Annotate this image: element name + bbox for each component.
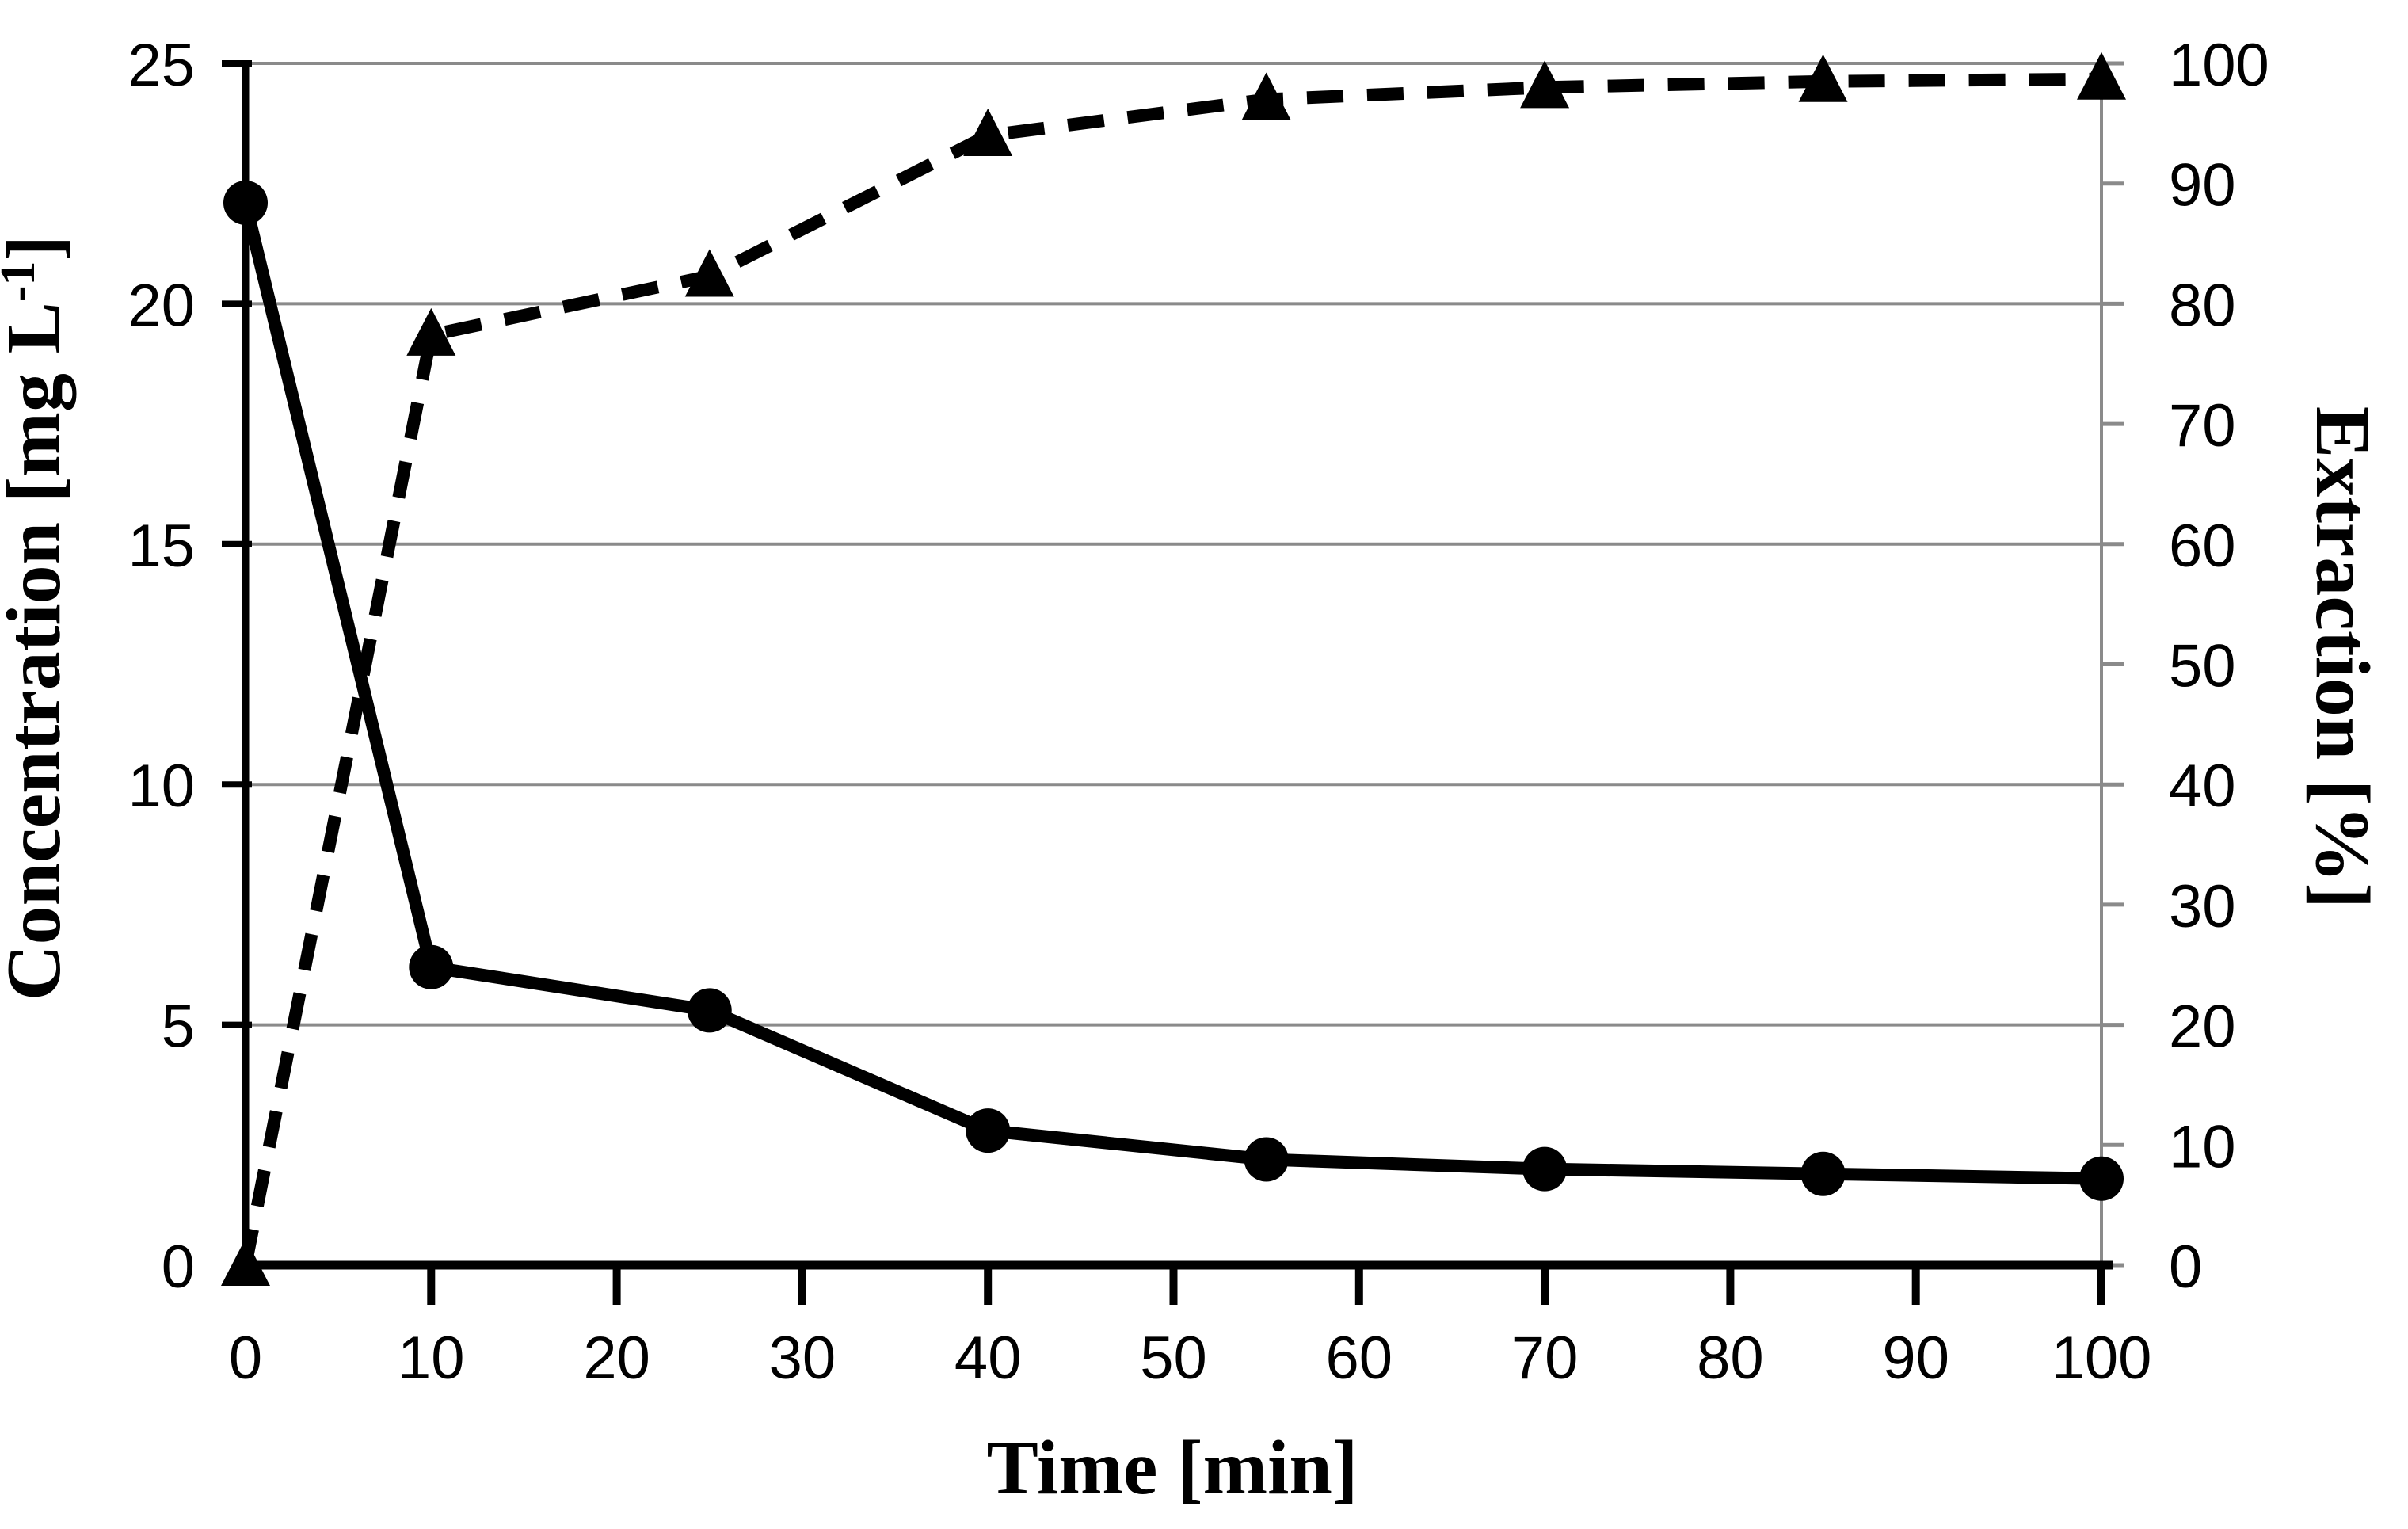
left-axis-title-main: Concentration [mg L [0, 302, 77, 1001]
marker-triangle-extraction [1520, 60, 1570, 109]
marker-circle-concentration [2079, 1156, 2124, 1201]
chart-plot-area: 0 5 10 15 20 25 0 10 20 30 40 50 60 70 80 90 100 0 10 20 30 4… [128, 32, 2269, 1392]
x-axis-title: Time [min] [986, 1425, 1358, 1511]
x-tick-label: 40 [954, 1325, 1022, 1392]
marker-circle-concentration [1522, 1146, 1568, 1192]
marker-circle-concentration [687, 988, 732, 1033]
x-tick-label: 90 [1882, 1325, 1949, 1392]
x-tick-label: 10 [398, 1325, 465, 1392]
left-axis-title-close: ] [0, 235, 77, 261]
x-tick-label: 20 [583, 1325, 650, 1392]
right-tick-label: 0 [2169, 1233, 2202, 1301]
right-tick-label: 100 [2169, 32, 2269, 99]
right-tick-label: 90 [2169, 152, 2236, 219]
marker-triangle-extraction [684, 249, 734, 297]
left-tick-label: 15 [128, 513, 195, 580]
marker-triangle-extraction [406, 307, 456, 356]
right-tick-label: 50 [2169, 633, 2236, 700]
left-axis-title-superscript: -1 [0, 261, 45, 303]
series-line-concentration [239, 201, 2102, 1185]
right-tick-label: 60 [2169, 513, 2236, 580]
x-tick-label: 30 [769, 1325, 836, 1392]
marker-triangle-extraction [2077, 51, 2126, 100]
x-tick-label: 80 [1697, 1325, 1764, 1392]
right-axis-title: Extraction [%] [2299, 406, 2385, 909]
right-tick-label: 30 [2169, 873, 2236, 940]
x-tick-label: 60 [1326, 1325, 1393, 1392]
x-tick-label: 0 [229, 1325, 262, 1392]
left-axis-title: Concentration [mg L-1] [0, 235, 77, 1001]
marker-circle-concentration [409, 944, 454, 989]
x-tick-label: 50 [1140, 1325, 1207, 1392]
right-tick-label: 10 [2169, 1113, 2236, 1180]
series-line-extraction [239, 72, 2102, 1267]
marker-circle-concentration [223, 180, 268, 225]
x-tick-label: 100 [2052, 1325, 2152, 1392]
marker-circle-concentration [966, 1108, 1011, 1153]
marker-triangle-extraction [221, 1238, 270, 1286]
right-tick-label: 80 [2169, 272, 2236, 339]
left-tick-label: 5 [162, 993, 195, 1061]
marker-triangle-extraction [1241, 72, 1291, 120]
left-tick-label: 25 [128, 32, 195, 99]
marker-triangle-extraction [963, 109, 1013, 157]
left-tick-label: 20 [128, 272, 195, 339]
x-tick-label: 70 [1511, 1325, 1579, 1392]
marker-circle-concentration [1244, 1137, 1289, 1182]
left-tick-label: 0 [162, 1233, 195, 1301]
left-tick-label: 10 [128, 753, 195, 820]
right-tick-label: 20 [2169, 993, 2236, 1061]
marker-circle-concentration [1800, 1151, 1846, 1196]
marker-triangle-extraction [1798, 54, 1848, 102]
right-tick-label: 40 [2169, 753, 2236, 820]
right-tick-label: 70 [2169, 392, 2236, 459]
